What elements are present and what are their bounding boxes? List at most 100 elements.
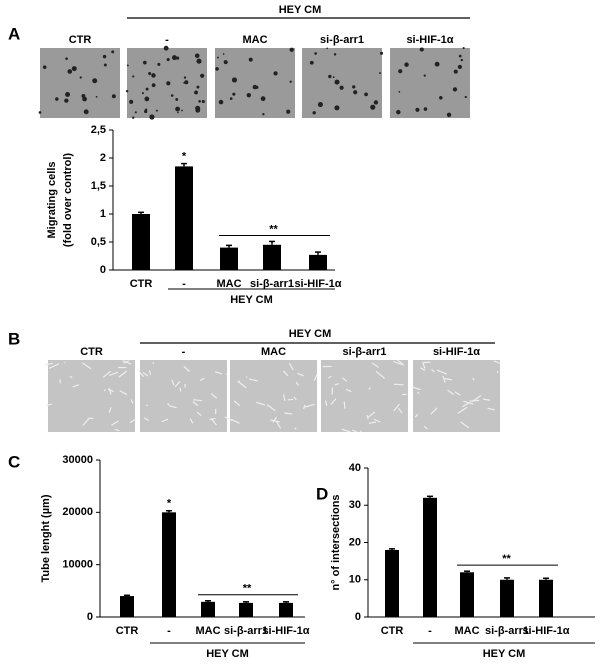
image-caption: CTR — [69, 34, 92, 46]
fibre — [431, 369, 435, 373]
image-caption: - — [165, 34, 169, 46]
bar — [132, 214, 150, 270]
fibre — [46, 403, 53, 406]
micrograph-bg — [321, 360, 408, 432]
bar — [385, 549, 399, 617]
cell — [183, 76, 187, 79]
fibre — [303, 404, 306, 410]
cell — [452, 87, 458, 92]
cell — [398, 91, 401, 93]
cell — [334, 79, 340, 85]
fibre — [351, 429, 358, 433]
cell — [144, 96, 150, 102]
micrograph-bg — [48, 360, 135, 432]
fibre — [108, 387, 112, 395]
cell — [103, 63, 107, 67]
micrograph — [412, 360, 501, 432]
fibre — [334, 383, 339, 386]
fibre — [193, 399, 203, 402]
cell — [194, 53, 200, 59]
fibre — [119, 390, 128, 396]
fibre — [64, 361, 66, 364]
cell — [464, 95, 467, 99]
fibre — [375, 370, 385, 379]
fibre — [196, 411, 202, 417]
cell — [289, 80, 292, 83]
panel-label: B — [8, 329, 20, 348]
y-tick-label: 0 — [355, 611, 361, 623]
y-tick-label: 40 — [349, 462, 361, 474]
micrograph — [224, 360, 318, 432]
fibre — [393, 383, 404, 386]
cell — [223, 60, 228, 65]
fibre — [168, 405, 177, 409]
fibre — [460, 421, 470, 429]
fibre — [324, 400, 328, 406]
cell — [217, 56, 219, 59]
fibre — [304, 403, 315, 408]
cell — [201, 99, 205, 104]
x-tick-label: MAC — [195, 625, 220, 637]
fibre — [359, 430, 362, 433]
fibre — [272, 416, 278, 423]
cell — [232, 92, 236, 96]
fibre — [130, 399, 134, 404]
bar — [220, 247, 238, 270]
cell — [246, 92, 252, 98]
cell — [141, 92, 145, 95]
y-tick-label: 1,5 — [91, 180, 106, 192]
fibre — [328, 375, 332, 379]
cell — [248, 57, 253, 62]
cell — [458, 54, 462, 58]
cell — [177, 111, 179, 114]
fibre — [294, 427, 297, 430]
micrograph-bg — [302, 48, 382, 118]
cell — [134, 111, 137, 114]
cell — [317, 101, 323, 108]
group-header: HEY CM — [289, 328, 332, 340]
fibre — [108, 407, 112, 414]
fibre — [210, 418, 218, 426]
image-caption: si-β-arr1 — [320, 34, 364, 46]
fibre — [102, 370, 112, 378]
fibre — [44, 362, 53, 366]
fibre — [230, 418, 240, 424]
fibre — [174, 381, 181, 388]
image-caption: MAC — [261, 346, 286, 358]
cell — [79, 76, 82, 79]
image-caption: MAC — [242, 34, 267, 46]
fibre — [108, 371, 119, 377]
cell — [309, 60, 314, 65]
cell — [196, 85, 200, 89]
fibre — [412, 386, 421, 391]
cell — [149, 114, 155, 120]
fibre — [397, 407, 403, 414]
cell — [379, 72, 381, 74]
cell — [353, 90, 358, 95]
bar — [120, 596, 134, 617]
x-tick-label: si-HIF-1α — [294, 278, 341, 290]
cell — [314, 52, 317, 55]
y-axis-label: Tube lenght (µm) — [40, 494, 52, 582]
cell — [328, 74, 332, 79]
cell — [446, 112, 452, 118]
cell — [181, 109, 183, 112]
fibre — [248, 378, 258, 382]
bar — [423, 497, 437, 617]
image-caption: si-HIF-1α — [433, 346, 480, 358]
y-tick-label: 30000 — [62, 454, 93, 466]
group-label: HEY CM — [483, 648, 526, 660]
x-tick-label: si-HIF-1α — [262, 625, 309, 637]
cell — [83, 109, 89, 115]
fibre — [145, 404, 149, 407]
x-tick-label: - — [428, 625, 432, 637]
fibre — [463, 400, 474, 405]
cell — [231, 77, 238, 83]
cell — [64, 98, 69, 103]
bar — [309, 254, 327, 270]
cell — [215, 67, 219, 71]
fibre — [72, 384, 80, 388]
fibre — [341, 377, 347, 382]
x-tick-label: MAC — [216, 278, 241, 290]
